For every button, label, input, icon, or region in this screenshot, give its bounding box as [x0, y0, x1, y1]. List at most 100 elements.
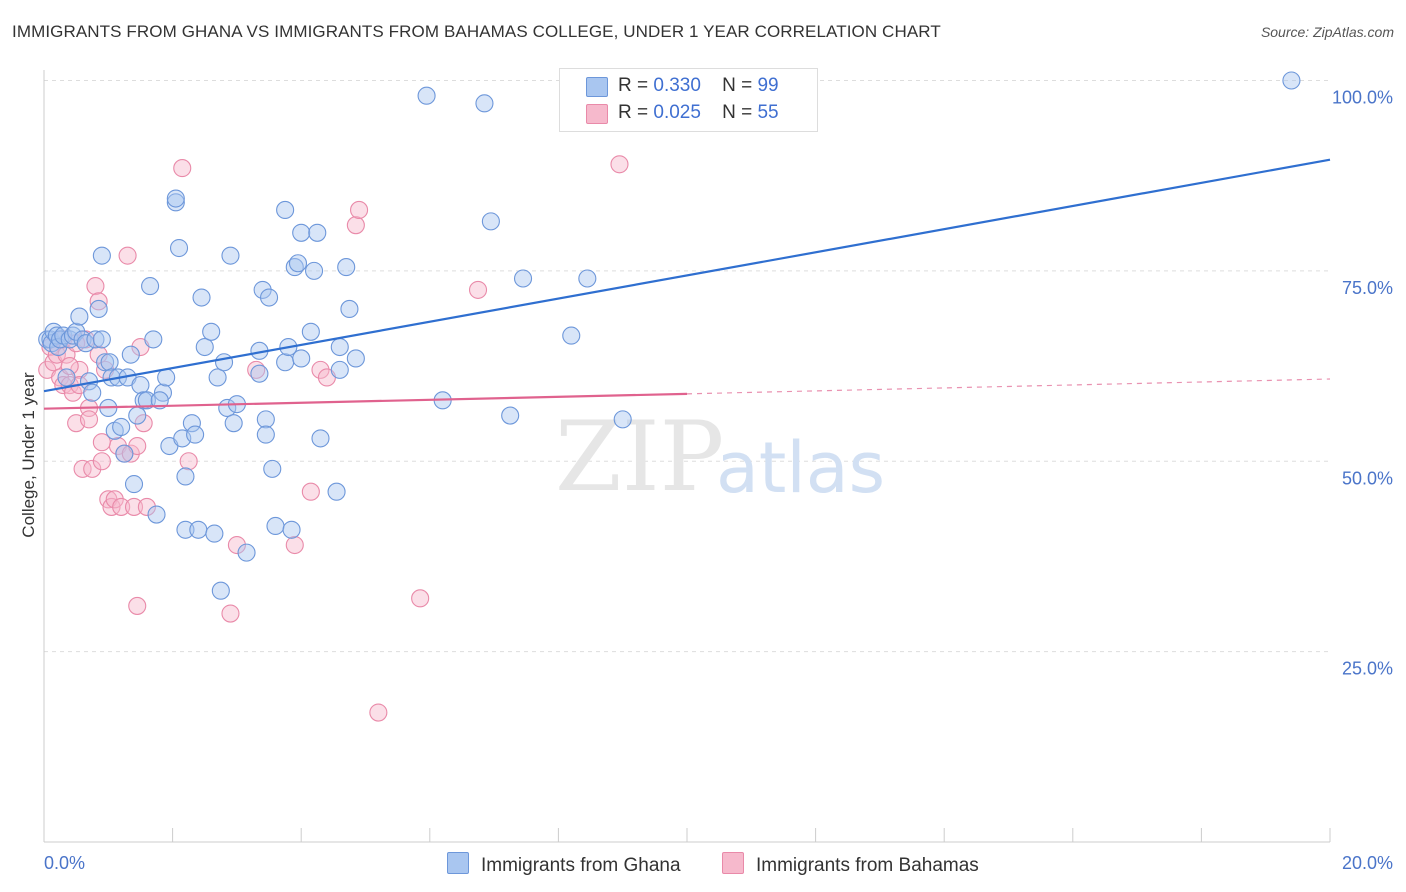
bahamas-point	[311, 360, 330, 379]
bahamas-point	[221, 604, 240, 623]
bahamas-point	[86, 277, 105, 296]
watermark: ZIP atlas	[555, 401, 885, 513]
ghana-point	[57, 368, 76, 387]
ghana-point	[186, 425, 205, 444]
ghana-point	[208, 368, 227, 387]
ghana-point	[330, 337, 349, 357]
bahamas-trend-line	[43, 392, 688, 410]
ghana-swatch	[586, 77, 608, 97]
ghana-point	[288, 254, 308, 273]
ghana-point	[144, 330, 163, 349]
ghana-point	[96, 353, 115, 372]
ghana-point	[176, 520, 195, 539]
bahamas-point	[350, 200, 369, 220]
ghana-point	[202, 322, 221, 341]
ghana-point	[224, 414, 243, 433]
ghana-points	[38, 71, 1301, 600]
ghana-point	[282, 520, 301, 539]
ghana-point	[481, 212, 500, 231]
bahamas-r-value: 0.025	[653, 102, 701, 123]
ghana-point	[578, 269, 597, 288]
ghana-point	[311, 429, 330, 448]
ghana-point	[137, 391, 156, 410]
bahamas-point	[73, 459, 92, 478]
x-tick-labels: 0.0% 20.0%	[44, 853, 1393, 873]
chart-title: IMMIGRANTS FROM GHANA VS IMMIGRANTS FROM…	[12, 22, 941, 41]
bahamas-point	[301, 482, 320, 501]
bahamas-point	[79, 410, 99, 429]
ghana-point	[292, 349, 311, 368]
ghana-point	[166, 189, 185, 208]
ghana-point	[475, 94, 494, 113]
bahamas-point	[179, 452, 198, 471]
ghana-point	[112, 417, 131, 437]
ghana-point	[256, 425, 275, 444]
bahamas-point	[92, 452, 111, 471]
bahamas-point	[227, 535, 246, 555]
source-note: Source: ZipAtlas.com	[1260, 24, 1394, 40]
watermark-atlas: atlas	[716, 427, 885, 509]
ghana-point	[253, 280, 272, 299]
ghana-point	[115, 444, 134, 463]
bahamas-point	[285, 535, 304, 555]
ghana-point	[150, 391, 169, 410]
ghana-point	[131, 376, 150, 395]
bahamas-n-value: 55	[757, 102, 779, 123]
ghana-r-value: 0.330	[653, 75, 701, 96]
ghana-point	[195, 337, 214, 357]
ghana-point	[166, 193, 185, 212]
bahamas-trend-line-dashed	[686, 378, 1331, 395]
ghana-point	[92, 330, 111, 349]
bahamas-point	[173, 159, 192, 178]
bahamas-point	[134, 414, 153, 433]
ghana-point	[501, 406, 520, 425]
bahamas-point	[128, 596, 147, 615]
ghana-point	[83, 383, 102, 402]
gridlines	[44, 80, 1330, 653]
ghana-point	[211, 581, 230, 600]
ghana-point	[266, 516, 285, 536]
bahamas-swatch	[586, 104, 608, 124]
y-tick-labels: 100.0% 75.0% 50.0% 25.0%	[1332, 88, 1393, 679]
legend-r-label: R =	[618, 102, 649, 123]
y-tick-label: 100.0%	[1332, 88, 1393, 108]
ghana-point	[562, 326, 581, 345]
ghana-point	[613, 410, 632, 429]
ghana-point	[337, 258, 356, 277]
ghana-point	[276, 200, 295, 220]
axes	[43, 70, 1331, 843]
ghana-point	[169, 238, 189, 258]
bahamas-points	[38, 155, 629, 722]
bahamas-point	[124, 497, 144, 516]
ghana-point	[128, 406, 147, 425]
ghana-point	[86, 330, 105, 349]
ghana-point	[340, 299, 359, 319]
ghana-point	[214, 353, 234, 372]
y-tick-label: 25.0%	[1342, 659, 1393, 679]
bahamas-point	[346, 216, 365, 235]
ghana-point	[221, 246, 240, 265]
bahamas-point	[468, 280, 488, 299]
ghana-point	[1282, 71, 1301, 90]
ghana-legend-swatch	[447, 852, 469, 874]
ghana-point	[176, 467, 195, 486]
bahamas-point	[63, 383, 82, 402]
ghana-point	[263, 459, 282, 478]
ghana-point	[308, 223, 327, 242]
ghana-n-value: 99	[757, 75, 779, 96]
ghana-point	[182, 414, 201, 433]
x-tick-label: 20.0%	[1342, 853, 1393, 873]
ghana-point	[121, 345, 140, 364]
bahamas-point	[137, 497, 156, 516]
ghana-point	[346, 349, 365, 368]
bottom-legend-bahamas: Immigrants from Bahamas	[722, 852, 979, 877]
bahamas-point	[47, 345, 66, 364]
bahamas-point	[121, 444, 140, 463]
ghana-point	[189, 520, 208, 539]
ghana-point	[124, 475, 144, 494]
x-tick-label: 0.0%	[44, 853, 85, 873]
ghana-point	[147, 505, 166, 524]
bahamas-legend-swatch	[722, 852, 744, 874]
y-axis-label: College, Under 1 year	[19, 372, 38, 538]
